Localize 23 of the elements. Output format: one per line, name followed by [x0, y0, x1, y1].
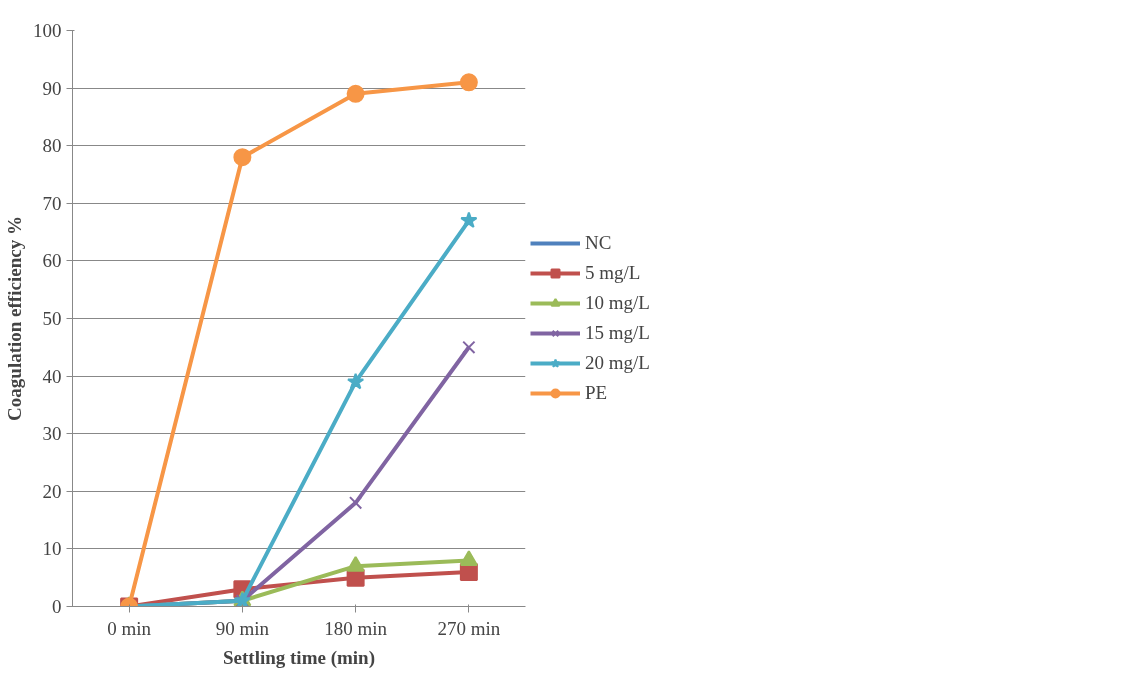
y-tick-label: 40: [42, 365, 62, 387]
legend-label: 15 mg/L: [585, 322, 651, 344]
y-tick-label: 10: [42, 538, 62, 560]
y-tick-label: 30: [42, 423, 62, 445]
y-tick-label: 90: [42, 77, 62, 99]
legend-label: NC: [585, 232, 613, 254]
x-tick-label: 0 min: [107, 617, 152, 639]
y-tick-label: 100: [33, 20, 62, 41]
y-tick-label: 20: [42, 480, 62, 502]
legend-label: 10 mg/L: [585, 292, 651, 314]
x-axis-title: Settling time (min): [223, 646, 375, 669]
y-tick-label: 0: [52, 596, 62, 617]
y-tick-label: 80: [42, 135, 62, 157]
legend-label: 5 mg/L: [585, 262, 642, 284]
x-tick-label: 270 min: [437, 617, 501, 639]
legend-label: PE: [585, 382, 609, 404]
y-tick-label: 70: [42, 192, 62, 214]
legend-label: 20 mg/L: [585, 352, 651, 374]
x-tick-label: 90 min: [215, 617, 270, 639]
y-tick-label: 50: [42, 308, 62, 329]
x-tick-label: 180 min: [324, 617, 388, 639]
y-axis-title: Coagulation efficiency %: [4, 216, 25, 421]
y-tick-label: 60: [42, 250, 62, 272]
